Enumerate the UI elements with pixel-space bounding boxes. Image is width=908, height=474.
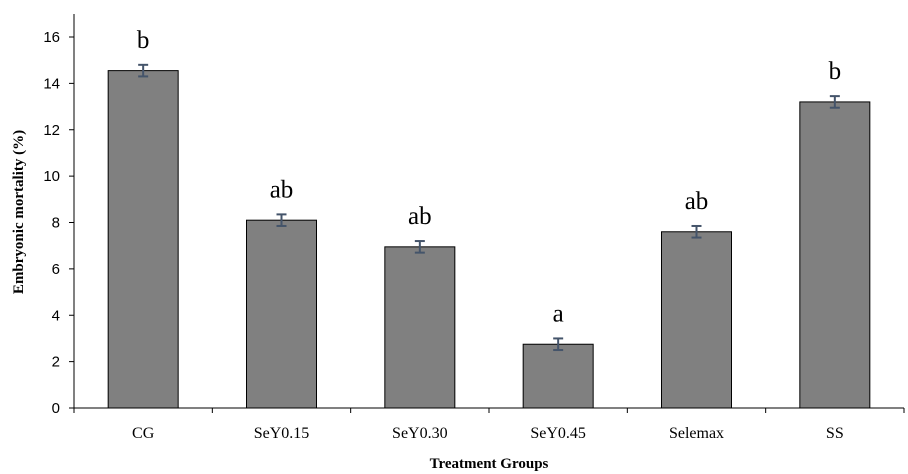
x-axis (73, 407, 905, 413)
x-tick-label: SeY0.30 (392, 425, 448, 442)
bar-selemax (661, 231, 732, 409)
y-tick-label: 6 (52, 261, 60, 278)
y-tick-label: 2 (52, 354, 60, 371)
significance-label: b (137, 27, 150, 54)
significance-label: ab (685, 188, 709, 215)
y-tick-label: 16 (43, 29, 60, 46)
significance-label: ab (408, 203, 432, 230)
bar-ss (799, 101, 871, 409)
significance-label: b (829, 58, 842, 85)
x-tick-label: Selemax (669, 425, 724, 442)
labels-group: b CG ab SeY0.15 ab SeY0.30 a SeY0.45 ab Selemax b S… (132, 27, 844, 442)
y-tick-label: 14 (43, 75, 60, 92)
significance-label: ab (270, 176, 294, 203)
y-tick-label: 8 (52, 215, 60, 232)
error-bars-group (138, 63, 840, 352)
bar-sey0-30 (384, 246, 456, 409)
x-tick-label: CG (132, 425, 155, 442)
bar-sey0-15 (246, 219, 317, 409)
x-tick-label: SS (826, 425, 844, 442)
x-axis-title: Treatment Groups (430, 456, 549, 472)
bar-sey0-45 (522, 343, 594, 409)
bar-cg (107, 70, 179, 409)
significance-label: a (553, 300, 564, 327)
bars-group (107, 70, 871, 409)
y-axis-title: Embryonic mortality (%) (11, 130, 27, 294)
y-tick-label: 10 (43, 168, 60, 185)
x-tick-label: SeY0.15 (254, 425, 310, 442)
y-tick-label: 0 (52, 400, 60, 417)
x-tick-label: SeY0.45 (530, 425, 586, 442)
y-tick-label: 4 (52, 307, 60, 324)
y-tick-label: 12 (43, 122, 60, 139)
y-axis: 0 2 4 6 8 10 12 14 16 (43, 14, 75, 417)
